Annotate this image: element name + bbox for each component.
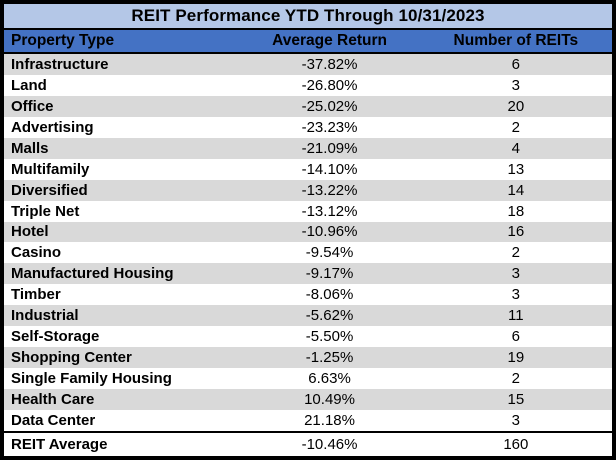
property-type-cell: Hotel: [11, 223, 49, 241]
average-return-cell: -10.96%: [301, 223, 358, 241]
average-return-cell: -37.82%: [301, 55, 358, 73]
average-return-cell: 21.18%: [304, 411, 355, 429]
table-row: Land -26.80% 3: [4, 74, 612, 96]
number-of-reits-cell: 14: [507, 181, 525, 199]
table-row: Shopping Center -1.25% 19: [4, 347, 612, 369]
property-type-cell: Office: [11, 97, 54, 115]
average-return-cell: -13.12%: [301, 202, 358, 220]
table-row: Multifamily -14.10% 13: [4, 158, 612, 180]
table-row: Triple Net -13.12% 18: [4, 200, 612, 222]
table-row: Office -25.02% 20: [4, 95, 612, 117]
property-type-cell: Single Family Housing: [11, 370, 172, 388]
property-type-cell: Shopping Center: [11, 349, 132, 367]
table-row: Advertising -23.23% 2: [4, 116, 612, 138]
table-row: Health Care 10.49% 15: [4, 389, 612, 410]
table-row: Infrastructure -37.82% 6: [4, 54, 612, 75]
average-return-cell: -5.50%: [305, 328, 354, 346]
number-of-reits-cell: 16: [507, 223, 525, 241]
property-type-cell: Malls: [11, 139, 49, 157]
table-row: Single Family Housing 6.63% 2: [4, 368, 612, 389]
average-return-cell: -8.06%: [305, 286, 354, 304]
number-of-reits-cell: 11: [508, 307, 524, 325]
property-type-cell: Advertising: [11, 118, 94, 136]
column-header-number-of-reits: Number of REITs: [453, 32, 579, 49]
number-of-reits-cell: 6: [511, 328, 521, 346]
number-of-reits-cell: 19: [507, 349, 525, 367]
property-type-cell: Triple Net: [11, 202, 80, 220]
footer-average-return: -10.46%: [301, 436, 358, 453]
average-return-cell: -14.10%: [301, 160, 358, 178]
table-row: Timber -8.06% 3: [4, 284, 612, 306]
average-return-cell: 6.63%: [308, 370, 351, 388]
number-of-reits-cell: 4: [511, 139, 521, 157]
average-return-cell: 10.49%: [304, 390, 355, 408]
table-row: Diversified -13.22% 14: [4, 179, 612, 201]
property-type-cell: Data Center: [11, 411, 96, 429]
number-of-reits-cell: 3: [511, 76, 521, 94]
table-footer-row: REIT Average -10.46% 160: [4, 431, 612, 456]
table-row: Manufactured Housing -9.17% 3: [4, 263, 612, 285]
average-return-cell: -5.62%: [305, 307, 354, 325]
number-of-reits-cell: 3: [511, 411, 521, 429]
number-of-reits-cell: 6: [511, 55, 521, 73]
average-return-cell: -1.25%: [305, 349, 354, 367]
footer-number-of-reits: 160: [503, 436, 529, 453]
property-type-cell: Diversified: [11, 181, 88, 199]
average-return-cell: -9.54%: [305, 244, 354, 262]
table-body: Infrastructure -37.82% 6 Land -26.80% 3 Office…: [4, 54, 612, 431]
column-header-average-return: Average Return: [272, 32, 387, 49]
footer-property-type: REIT Average: [11, 436, 108, 453]
number-of-reits-cell: 18: [507, 202, 525, 220]
number-of-reits-cell: 3: [511, 265, 521, 283]
number-of-reits-cell: 15: [507, 390, 525, 408]
property-type-cell: Casino: [11, 244, 62, 262]
property-type-cell: Multifamily: [11, 160, 90, 178]
average-return-cell: -13.22%: [301, 181, 358, 199]
number-of-reits-cell: 20: [507, 97, 525, 115]
average-return-cell: -9.17%: [305, 265, 354, 283]
number-of-reits-cell: 2: [511, 370, 521, 388]
average-return-cell: -23.23%: [301, 118, 358, 136]
table-row: Hotel -10.96% 16: [4, 221, 612, 243]
table-title: REIT Performance YTD Through 10/31/2023: [4, 4, 612, 30]
column-header-property-type: Property Type: [11, 32, 115, 49]
table-row: Data Center 21.18% 3: [4, 409, 612, 431]
property-type-cell: Health Care: [11, 390, 95, 408]
number-of-reits-cell: 2: [511, 118, 521, 136]
property-type-cell: Industrial: [11, 307, 79, 325]
average-return-cell: -21.09%: [301, 139, 358, 157]
table-row: Casino -9.54% 2: [4, 242, 612, 264]
average-return-cell: -26.80%: [301, 76, 358, 94]
property-type-cell: Infrastructure: [11, 55, 109, 73]
property-type-cell: Land: [11, 76, 47, 94]
table-row: Self-Storage -5.50% 6: [4, 326, 612, 348]
table-row: Industrial -5.62% 11: [4, 305, 612, 327]
number-of-reits-cell: 13: [507, 160, 525, 178]
average-return-cell: -25.02%: [301, 97, 358, 115]
table-row: Malls -21.09% 4: [4, 137, 612, 159]
property-type-cell: Manufactured Housing: [11, 265, 174, 283]
number-of-reits-cell: 2: [511, 244, 521, 262]
table-header-row: Property Type Average Return Number of R…: [4, 30, 612, 54]
property-type-cell: Timber: [11, 286, 61, 304]
property-type-cell: Self-Storage: [11, 328, 100, 346]
number-of-reits-cell: 3: [511, 286, 521, 304]
